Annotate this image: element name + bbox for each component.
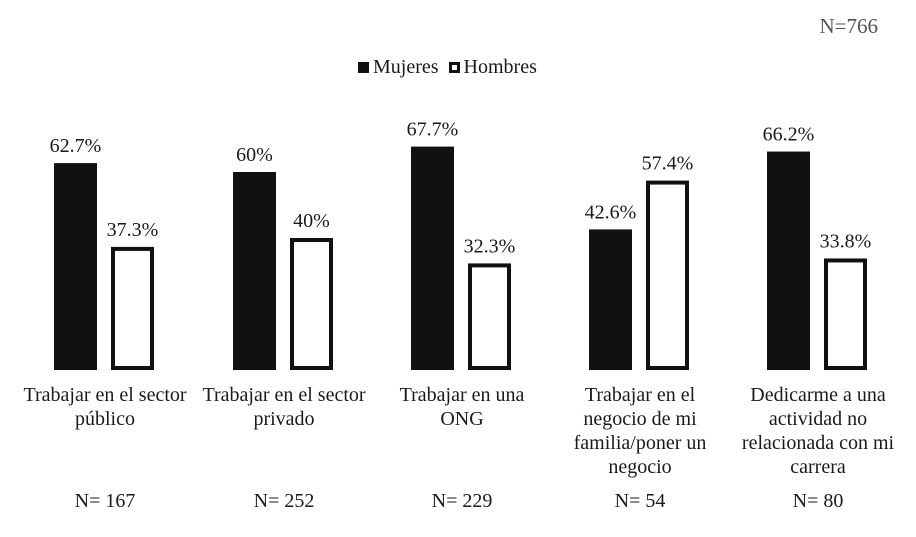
- category-label-2: Trabajar en el sector privado: [202, 384, 365, 430]
- data-label-hombres-5: 33.8%: [820, 230, 872, 252]
- category-label-3: Trabajar en una ONG: [400, 384, 525, 430]
- legend: Mujeres Hombres: [358, 56, 547, 79]
- category-label-1: Trabajar en el sector público: [23, 384, 186, 430]
- legend-swatch-mujeres: [358, 62, 369, 73]
- n-label-2: N= 252: [254, 490, 315, 512]
- bar-mujeres-4: [589, 229, 632, 370]
- n-label-1: N= 167: [75, 490, 136, 512]
- data-label-mujeres-5: 66.2%: [763, 124, 815, 146]
- bar-hombres-5: [824, 258, 867, 370]
- data-label-hombres-1: 37.3%: [107, 219, 159, 241]
- legend-label-mujeres: Mujeres: [373, 56, 439, 78]
- bar-mujeres-5: [767, 151, 810, 370]
- category-label-5: Dedicarme a una actividad no relacionada c…: [742, 384, 895, 478]
- n-label-3: N= 229: [432, 490, 493, 512]
- data-label-mujeres-1: 62.7%: [50, 135, 102, 157]
- bar-hombres-4: [646, 180, 689, 370]
- legend-item-hombres: Hombres: [448, 56, 537, 79]
- n-label-5: N= 80: [793, 490, 844, 512]
- total-sample-size: N=766: [819, 14, 878, 38]
- bar-mujeres-1: [54, 163, 97, 370]
- bar-hombres-2: [290, 238, 333, 370]
- bar-hombres-3: [468, 263, 511, 370]
- data-label-hombres-2: 40%: [293, 210, 330, 232]
- data-label-hombres-3: 32.3%: [464, 235, 516, 257]
- legend-label-hombres: Hombres: [463, 56, 537, 78]
- data-label-hombres-4: 57.4%: [642, 153, 694, 175]
- data-label-mujeres-4: 42.6%: [585, 201, 637, 223]
- bar-mujeres-3: [411, 146, 454, 370]
- data-label-mujeres-2: 60%: [236, 144, 273, 166]
- data-label-mujeres-3: 67.7%: [407, 119, 459, 141]
- bar-mujeres-2: [233, 172, 276, 370]
- bar-hombres-1: [111, 246, 154, 370]
- n-label-4: N= 54: [615, 490, 666, 512]
- legend-swatch-hombres: [448, 62, 460, 73]
- category-label-4: Trabajar en el negocio de mi familia/poner…: [574, 384, 707, 478]
- legend-item-mujeres: Mujeres: [358, 56, 439, 79]
